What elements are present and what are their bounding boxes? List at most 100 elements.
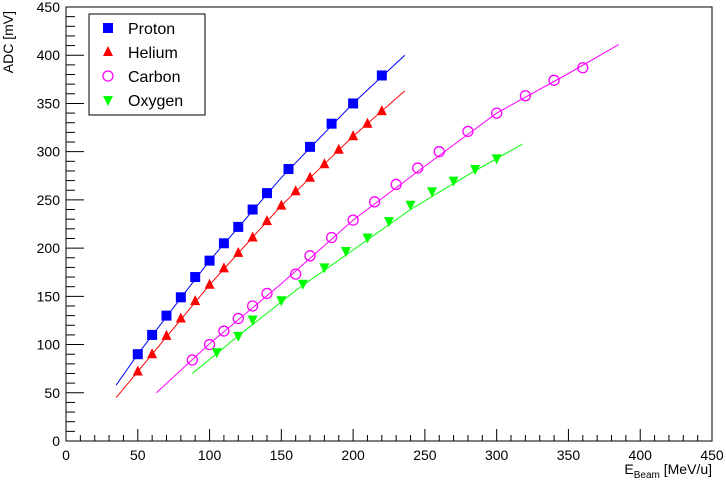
x-tick-label: 150: [270, 447, 294, 463]
oxygen-point: [247, 315, 258, 326]
proton-point: [233, 221, 244, 232]
x-tick-label: 100: [198, 447, 222, 463]
oxygen-point: [362, 233, 373, 244]
helium-point: [147, 348, 158, 359]
y-tick-label: 450: [37, 0, 61, 15]
carbon-point: [519, 90, 532, 102]
helium-point: [290, 185, 301, 196]
x-tick-label: 300: [485, 447, 509, 463]
legend-helium-marker: [103, 46, 113, 56]
oxygen-point: [340, 247, 351, 258]
oxygen-point: [491, 154, 502, 165]
oxygen-point: [233, 331, 244, 342]
legend-carbon-label: Carbon: [128, 69, 180, 86]
y-tick-label: 300: [37, 144, 61, 160]
proton-point: [326, 118, 337, 129]
helium-point: [161, 329, 172, 340]
proton-point: [261, 188, 272, 199]
helium-point: [319, 158, 330, 169]
oxygen-point: [211, 348, 222, 359]
helium-point: [333, 143, 344, 154]
x-axis-label-unit: [MeV/u]: [660, 461, 712, 477]
y-tick-label: 100: [37, 337, 61, 353]
carbon-point: [433, 146, 445, 158]
proton-point: [204, 255, 215, 266]
proton-point: [283, 164, 294, 175]
carbon-point: [368, 196, 381, 208]
x-tick-label: 400: [629, 447, 653, 463]
helium-point: [218, 262, 229, 273]
oxygen-point: [384, 217, 394, 228]
legend-oxygen-marker: [103, 96, 113, 106]
oxygen-point: [448, 176, 459, 187]
proton-point: [247, 204, 258, 215]
plot-frame: [65, 6, 713, 442]
carbon-point: [232, 312, 244, 325]
y-tick-label: 0: [52, 433, 60, 449]
carbon-point: [577, 62, 589, 74]
helium-point: [376, 105, 387, 116]
carbon-point: [246, 300, 259, 312]
y-tick-label: 150: [37, 288, 61, 304]
oxygen-point: [319, 263, 330, 274]
proton-fit-line: [115, 54, 406, 386]
x-axis-label-main: E: [624, 461, 633, 477]
helium-point: [190, 295, 201, 306]
y-tick-label: 50: [44, 385, 60, 401]
helium-point: [348, 130, 359, 141]
tick-labels: 0 50 100 150 200 250 300 350 400 450 0 50 100 150 200 2…: [37, 0, 724, 463]
legend: Proton Helium Carbon Oxygen: [88, 13, 206, 116]
y-axis-label: ADC [mV]: [0, 11, 16, 73]
proton-point: [147, 329, 158, 340]
oxygen-point: [297, 279, 308, 290]
carbon-point: [491, 107, 503, 119]
y-tick-label: 200: [37, 240, 61, 256]
proton-point: [161, 310, 172, 321]
helium-point: [204, 278, 215, 289]
helium-point: [132, 365, 143, 376]
legend-oxygen-label: Oxygen: [128, 93, 183, 110]
carbon-point: [412, 162, 424, 174]
proton-point: [190, 272, 201, 283]
proton-point: [305, 141, 316, 152]
legend-proton-marker: [103, 23, 113, 33]
x-axis-label-subscript: Beam: [634, 470, 660, 481]
proton-point: [132, 349, 143, 360]
helium-point: [233, 246, 244, 257]
helium-point: [175, 312, 186, 323]
carbon-point: [325, 231, 338, 244]
helium-point: [276, 199, 287, 210]
helium-fit-line: [115, 90, 406, 398]
x-tick-label: 350: [557, 447, 581, 463]
x-axis-label: EBeam [MeV/u]: [624, 461, 712, 481]
oxygen-point: [470, 165, 481, 176]
x-tick-label: 450: [700, 447, 724, 463]
oxygen-point: [276, 296, 287, 307]
oxygen-point: [405, 200, 416, 211]
carbon-point: [462, 125, 474, 138]
y-tick-label: 250: [37, 192, 61, 208]
helium-point: [261, 215, 272, 226]
carbon-point: [261, 287, 273, 300]
axis-ticks: [65, 6, 713, 442]
proton-point: [218, 238, 229, 249]
carbon-point: [218, 325, 230, 337]
carbon-fit-line: [156, 44, 619, 394]
oxygen-point: [427, 187, 438, 198]
carbon-point: [548, 74, 560, 86]
x-tick-label: 50: [130, 447, 146, 463]
x-tick-label: 250: [413, 447, 437, 463]
carbon-point: [290, 268, 302, 280]
proton-point: [376, 70, 387, 81]
carbon-point: [203, 338, 216, 351]
y-tick-label: 400: [37, 47, 61, 63]
carbon-point: [186, 354, 198, 366]
helium-point: [362, 117, 373, 128]
data-markers: [132, 62, 589, 376]
proton-point: [348, 98, 359, 109]
helium-point: [305, 171, 316, 182]
legend-proton-label: Proton: [128, 21, 175, 38]
legend-carbon-marker: [102, 70, 114, 82]
y-tick-label: 350: [37, 95, 61, 111]
